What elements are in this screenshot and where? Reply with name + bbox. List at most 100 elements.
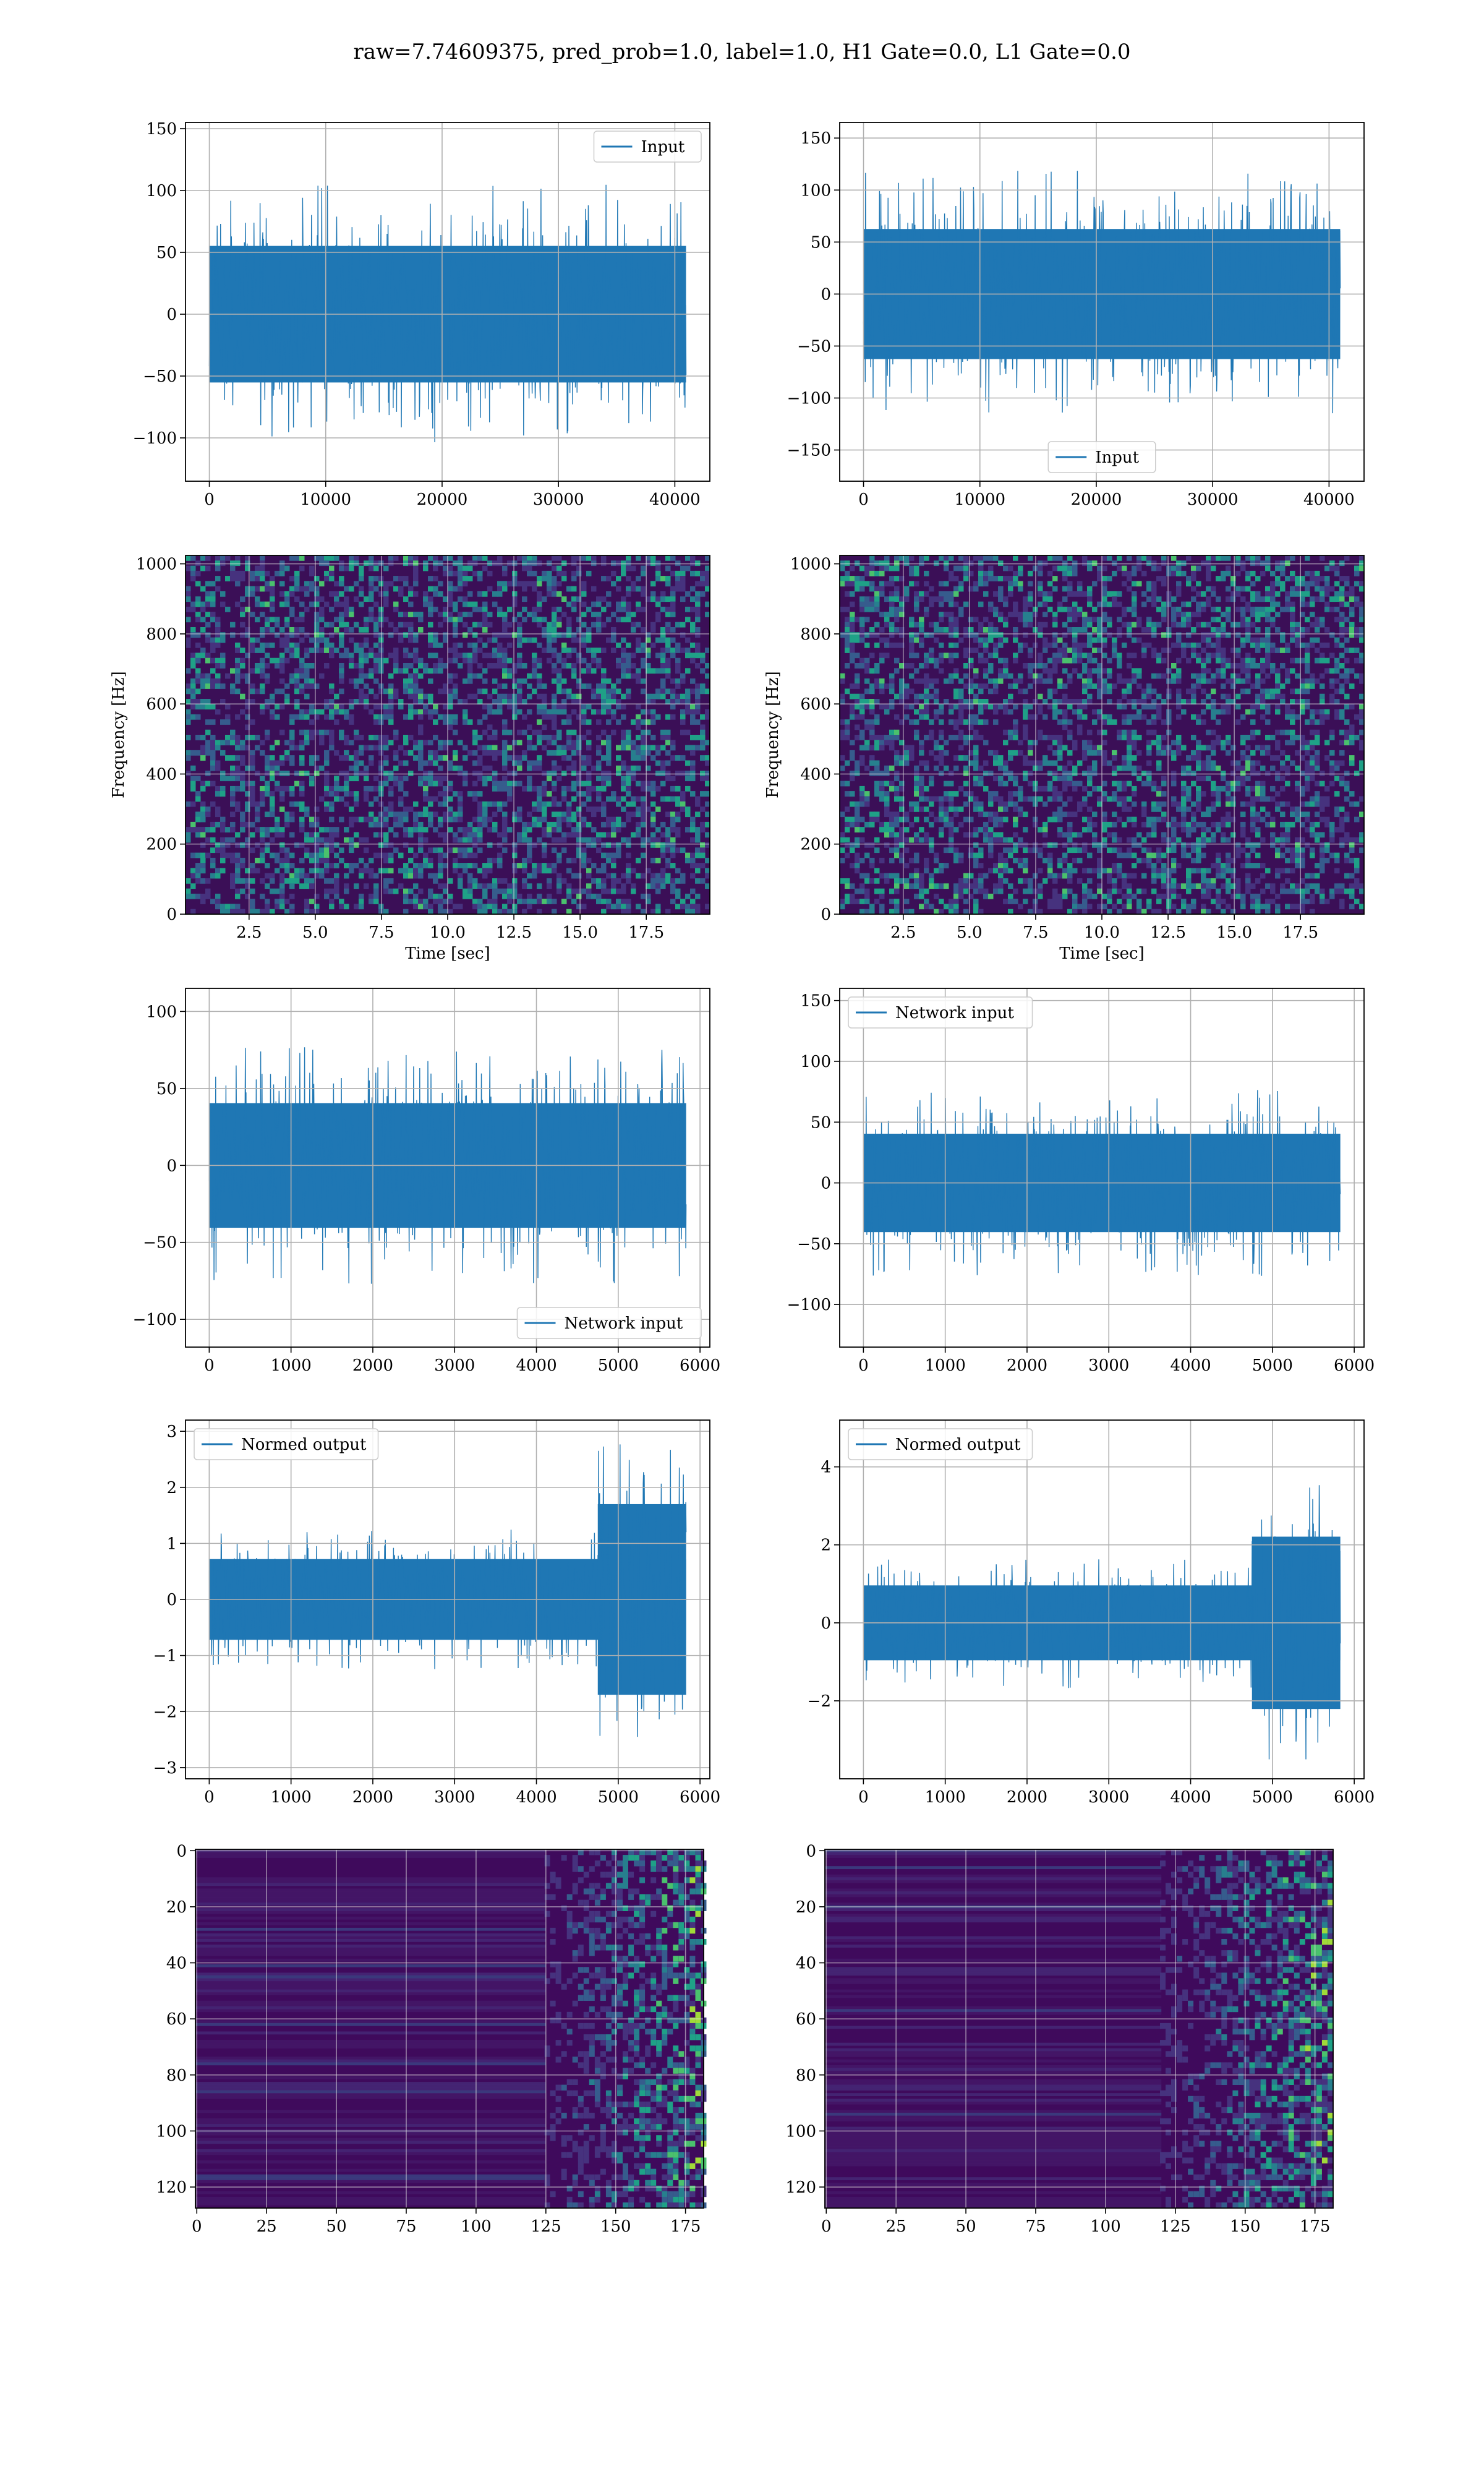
heatmap-cell	[665, 565, 671, 571]
heatmap-cell	[215, 785, 221, 792]
heatmap-cell	[230, 852, 236, 858]
heatmap-cell	[502, 683, 508, 689]
heatmap-cell	[542, 807, 547, 812]
heatmap-cell	[388, 719, 394, 725]
heatmap-cell	[914, 596, 919, 602]
heatmap-cell	[626, 653, 631, 659]
heatmap-cell	[275, 632, 280, 638]
heatmap-cell	[1300, 657, 1305, 664]
heatmap-cell	[423, 857, 429, 863]
heatmap-cell	[314, 863, 320, 868]
heatmap-cell	[1057, 565, 1063, 571]
heatmap-cell	[690, 642, 696, 648]
heatmap-cell	[265, 653, 270, 659]
heatmap-cell	[215, 807, 221, 812]
heatmap-cell	[1072, 606, 1078, 612]
heatmap-cell	[349, 791, 354, 797]
heatmap-cell	[1092, 606, 1098, 612]
heatmap-cell	[978, 565, 984, 571]
heatmap-cell	[670, 740, 676, 746]
heatmap-cell	[949, 678, 954, 684]
heatmap-cell	[230, 791, 236, 797]
heatmap-cell	[210, 735, 216, 740]
heatmap-cell	[428, 873, 433, 879]
heatmap-cell	[458, 847, 463, 854]
heatmap-cell	[190, 570, 196, 576]
heatmap-cell	[1146, 560, 1152, 567]
heatmap-cell	[324, 663, 330, 669]
heatmap-cell	[359, 735, 364, 740]
heatmap-cell	[205, 591, 211, 597]
heatmap-cell	[359, 837, 364, 843]
heatmap-cell	[1171, 678, 1177, 684]
heatmap-cell	[894, 627, 900, 633]
heatmap-cell	[1023, 617, 1028, 623]
heatmap-cell	[552, 740, 557, 746]
heatmap-cell	[354, 883, 359, 889]
heatmap-cell	[304, 847, 310, 854]
heatmap-cell	[354, 832, 359, 838]
heatmap-cell	[270, 586, 275, 592]
heatmap-cell	[284, 699, 290, 704]
heatmap-cell	[884, 683, 890, 689]
heatmap-cell	[408, 704, 414, 710]
heatmap-cell	[1245, 570, 1251, 576]
heatmap-cell	[586, 873, 592, 879]
heatmap-cell	[200, 735, 206, 740]
heatmap-cell	[547, 776, 552, 782]
heatmap-cell	[601, 832, 607, 838]
heatmap-cell	[561, 663, 567, 669]
heatmap-cell	[542, 724, 547, 730]
heatmap-cell	[537, 735, 542, 740]
heatmap-cell	[349, 678, 354, 684]
heatmap-cell	[850, 648, 855, 653]
heatmap-cell	[443, 755, 448, 761]
heatmap-cell	[909, 648, 915, 653]
heatmap-cell	[1216, 657, 1221, 664]
heatmap-cell	[1305, 683, 1310, 689]
heatmap-cell	[240, 663, 245, 669]
heatmap-cell	[403, 576, 409, 581]
heatmap-cell	[413, 576, 419, 581]
heatmap-cell	[359, 699, 364, 704]
heatmap-cell	[309, 709, 315, 715]
heatmap-cell	[225, 673, 231, 679]
heatmap-cell	[522, 606, 527, 612]
heatmap-cell	[512, 868, 518, 874]
heatmap-cell	[314, 837, 320, 843]
heatmap-cell	[636, 811, 641, 818]
heatmap-cell	[655, 565, 661, 571]
heatmap-cell	[1255, 699, 1261, 704]
heatmap-cell	[349, 847, 354, 854]
heatmap-cell	[448, 596, 453, 602]
heatmap-cell	[919, 596, 924, 602]
heatmap-cell	[919, 627, 924, 633]
heatmap-cell	[596, 627, 602, 633]
heatmap-cell	[477, 899, 483, 904]
heatmap-cell	[556, 745, 562, 751]
heatmap-cell	[1038, 581, 1043, 587]
heatmap-cell	[1310, 581, 1315, 587]
heatmap-cell	[552, 781, 557, 787]
heatmap-cell	[949, 555, 954, 561]
heatmap-cell	[601, 899, 607, 904]
heatmap-cell	[611, 648, 616, 653]
heatmap-cell	[621, 637, 626, 643]
heatmap-cell	[279, 842, 285, 848]
heatmap-cell	[685, 729, 691, 735]
heatmap-cell	[438, 857, 443, 863]
heatmap-cell	[914, 591, 919, 597]
heatmap-cell	[458, 581, 463, 587]
heatmap-cell	[210, 873, 216, 879]
heatmap-cell	[200, 606, 206, 612]
heatmap-cell	[373, 657, 379, 664]
heatmap-cell	[650, 801, 656, 807]
heatmap-cell	[314, 842, 320, 848]
heatmap-cell	[1057, 678, 1063, 684]
heatmap-cell	[329, 576, 335, 581]
heatmap-cell	[284, 878, 290, 884]
heatmap-cell	[685, 811, 691, 818]
heatmap-cell	[467, 576, 473, 581]
heatmap-cell	[1270, 663, 1276, 669]
heatmap-cell	[1216, 576, 1221, 581]
